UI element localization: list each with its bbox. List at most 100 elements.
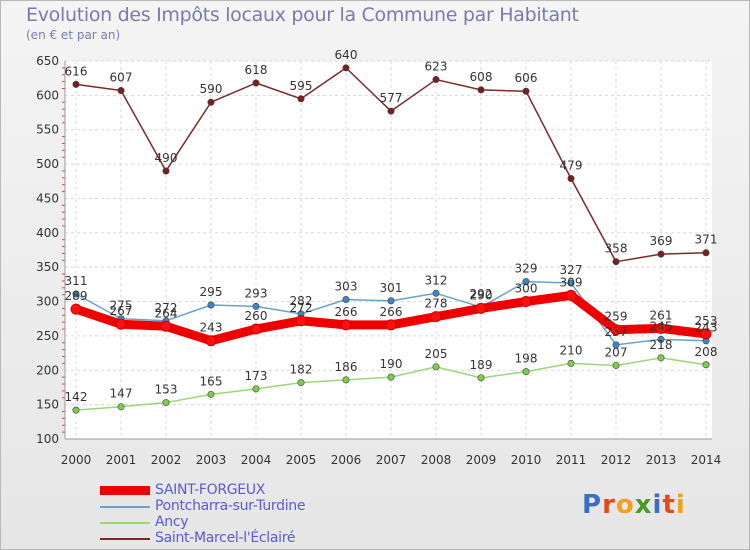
y-tick-label: 200 xyxy=(36,363,59,377)
data-point-pontcharra-sur-turdine xyxy=(252,302,260,310)
data-point-ancy xyxy=(252,385,260,393)
data-point-saint-forgeux xyxy=(610,324,622,336)
x-tick-label: 2013 xyxy=(646,453,677,467)
data-label-pontcharra-sur-turdine: 303 xyxy=(335,279,358,293)
data-point-saint-marcel-l-clair- xyxy=(207,98,215,106)
data-point-ancy xyxy=(297,379,305,387)
legend-label: Pontcharra-sur-Turdine xyxy=(155,498,306,514)
data-point-saint-forgeux xyxy=(565,289,577,301)
chart-title: Evolution des Impôts locaux pour la Comm… xyxy=(26,4,579,26)
data-label-saint-forgeux: 266 xyxy=(335,305,358,319)
data-point-saint-marcel-l-clair- xyxy=(342,64,350,72)
data-point-pontcharra-sur-turdine xyxy=(612,341,620,349)
data-label-saint-marcel-l-clair-: 606 xyxy=(515,71,538,85)
x-tick-label: 2000 xyxy=(61,453,92,467)
data-point-saint-marcel-l-clair- xyxy=(162,167,170,175)
data-point-ancy xyxy=(117,403,125,411)
data-label-pontcharra-sur-turdine: 237 xyxy=(605,325,628,339)
data-label-saint-marcel-l-clair-: 618 xyxy=(245,63,268,77)
x-tick-label: 2001 xyxy=(106,453,137,467)
data-label-pontcharra-sur-turdine: 243 xyxy=(695,321,718,335)
data-label-ancy: 153 xyxy=(155,383,178,397)
data-label-ancy: 208 xyxy=(695,345,718,359)
x-tick-label: 2006 xyxy=(331,453,362,467)
data-label-ancy: 147 xyxy=(110,387,133,401)
y-tick-label: 100 xyxy=(36,432,59,446)
data-label-ancy: 207 xyxy=(605,345,628,359)
data-label-saint-marcel-l-clair-: 640 xyxy=(335,48,358,62)
data-point-ancy xyxy=(657,354,665,362)
data-label-ancy: 182 xyxy=(290,363,313,377)
logo-letter: r xyxy=(602,490,616,520)
x-tick-label: 2009 xyxy=(466,453,497,467)
data-point-saint-forgeux xyxy=(430,311,442,323)
data-point-saint-forgeux xyxy=(700,328,712,340)
data-label-pontcharra-sur-turdine: 301 xyxy=(380,281,403,295)
data-label-ancy: 189 xyxy=(470,358,493,372)
data-label-saint-marcel-l-clair-: 358 xyxy=(605,242,628,256)
data-label-ancy: 205 xyxy=(425,347,448,361)
data-point-saint-forgeux xyxy=(520,296,532,308)
x-tick-label: 2007 xyxy=(376,453,407,467)
data-point-saint-marcel-l-clair- xyxy=(432,76,440,84)
data-point-saint-marcel-l-clair- xyxy=(252,79,260,87)
data-point-ancy xyxy=(612,361,620,369)
data-point-pontcharra-sur-turdine xyxy=(342,295,350,303)
data-label-ancy: 165 xyxy=(200,374,223,388)
data-point-saint-marcel-l-clair- xyxy=(387,107,395,115)
data-label-saint-marcel-l-clair-: 490 xyxy=(155,151,178,165)
y-tick-label: 500 xyxy=(36,157,59,171)
data-point-saint-marcel-l-clair- xyxy=(612,258,620,266)
data-point-saint-forgeux xyxy=(340,319,352,331)
data-label-saint-forgeux: 290 xyxy=(470,288,493,302)
logo-letter: o xyxy=(615,490,635,520)
logo-letter: t xyxy=(662,490,676,520)
data-label-saint-marcel-l-clair-: 590 xyxy=(200,82,223,96)
y-tick-label: 400 xyxy=(36,226,59,240)
data-label-saint-forgeux: 272 xyxy=(290,301,313,315)
data-label-ancy: 186 xyxy=(335,360,358,374)
data-label-saint-forgeux: 267 xyxy=(110,304,133,318)
logo-letter: x xyxy=(634,490,653,520)
data-point-saint-forgeux xyxy=(475,302,487,314)
legend-label: Ancy xyxy=(155,514,189,530)
data-point-saint-forgeux xyxy=(385,319,397,331)
data-point-saint-marcel-l-clair- xyxy=(522,87,530,95)
data-point-saint-marcel-l-clair- xyxy=(657,250,665,258)
x-tick-label: 2011 xyxy=(556,453,587,467)
data-point-ancy xyxy=(387,373,395,381)
y-tick-label: 350 xyxy=(36,260,59,274)
x-tick-label: 2014 xyxy=(691,453,722,467)
y-tick-label: 550 xyxy=(36,123,59,137)
data-label-saint-marcel-l-clair-: 595 xyxy=(290,79,313,93)
y-tick-label: 650 xyxy=(36,54,59,68)
legend-label: Saint-Marcel-l'Éclairé xyxy=(155,530,296,546)
data-label-ancy: 198 xyxy=(515,352,538,366)
data-label-saint-forgeux: 266 xyxy=(380,305,403,319)
data-point-ancy xyxy=(522,368,530,376)
data-label-pontcharra-sur-turdine: 312 xyxy=(425,273,448,287)
y-tick-label: 600 xyxy=(36,88,59,102)
data-point-saint-forgeux xyxy=(655,322,667,334)
data-point-pontcharra-sur-turdine xyxy=(387,297,395,305)
x-tick-label: 2012 xyxy=(601,453,632,467)
data-label-pontcharra-sur-turdine: 245 xyxy=(650,319,673,333)
legend-swatch xyxy=(100,538,150,540)
data-point-saint-marcel-l-clair- xyxy=(702,249,710,257)
data-label-saint-forgeux: 278 xyxy=(425,297,448,311)
data-label-saint-forgeux: 261 xyxy=(650,308,673,322)
data-point-ancy xyxy=(432,363,440,371)
data-point-ancy xyxy=(342,376,350,384)
data-label-pontcharra-sur-turdine: 272 xyxy=(155,301,178,315)
data-label-ancy: 142 xyxy=(65,390,88,404)
data-label-saint-forgeux: 259 xyxy=(605,310,628,324)
data-point-saint-marcel-l-clair- xyxy=(72,80,80,88)
data-label-saint-marcel-l-clair-: 623 xyxy=(425,60,448,74)
data-label-saint-forgeux: 289 xyxy=(65,289,88,303)
data-label-saint-forgeux: 309 xyxy=(560,275,583,289)
data-point-saint-forgeux xyxy=(115,318,127,330)
data-point-saint-forgeux xyxy=(205,335,217,347)
x-tick-label: 2010 xyxy=(511,453,542,467)
data-point-saint-forgeux xyxy=(70,303,82,315)
